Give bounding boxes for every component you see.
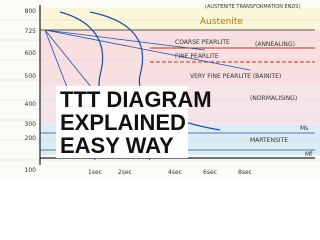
- title-line: EASY WAY: [60, 133, 174, 158]
- austenite-band: [40, 8, 320, 30]
- region-label: COARSE PEARLITE: [175, 39, 230, 46]
- note: Ms: [300, 125, 308, 132]
- region-label: VERY FINE PEARLITE (BAINITE): [190, 73, 281, 80]
- diagram: 800 725 600 500 400 300 200 100 1sec 2se…: [0, 4, 320, 176]
- x-label: 8sec: [238, 169, 252, 176]
- title-line: TTT DIAGRAM: [60, 87, 212, 112]
- x-label: 6sec: [203, 169, 217, 176]
- region-label: MARTENSITE: [250, 137, 288, 144]
- y-label: 800: [25, 8, 37, 15]
- region-label: (NORMALISING): [250, 95, 297, 102]
- title-box: [56, 86, 188, 158]
- y-label: 200: [25, 135, 37, 142]
- y-label: 725: [25, 28, 37, 35]
- cooling-line: [44, 29, 206, 51]
- pearlite-band: [40, 30, 320, 85]
- x-label: 2sec: [118, 169, 132, 176]
- note: Mf: [305, 151, 313, 158]
- y-label: 400: [25, 101, 37, 108]
- y-label: 500: [25, 73, 37, 80]
- cooling-line: [44, 29, 251, 71]
- y-label: 300: [25, 121, 37, 128]
- x-label: 1sec: [88, 169, 102, 176]
- region-label: FINE PEARLITE: [175, 53, 219, 60]
- y-label: 100: [25, 167, 37, 174]
- region-label: Austenite: [200, 17, 243, 27]
- x-label: 4sec: [168, 169, 182, 176]
- region-label: (ANNEALING): [255, 41, 295, 48]
- note: (AUSTENITE TRANSFORMATION ENDS): [205, 4, 300, 10]
- y-label: 600: [25, 50, 37, 57]
- title-line: EXPLAINED: [60, 110, 186, 135]
